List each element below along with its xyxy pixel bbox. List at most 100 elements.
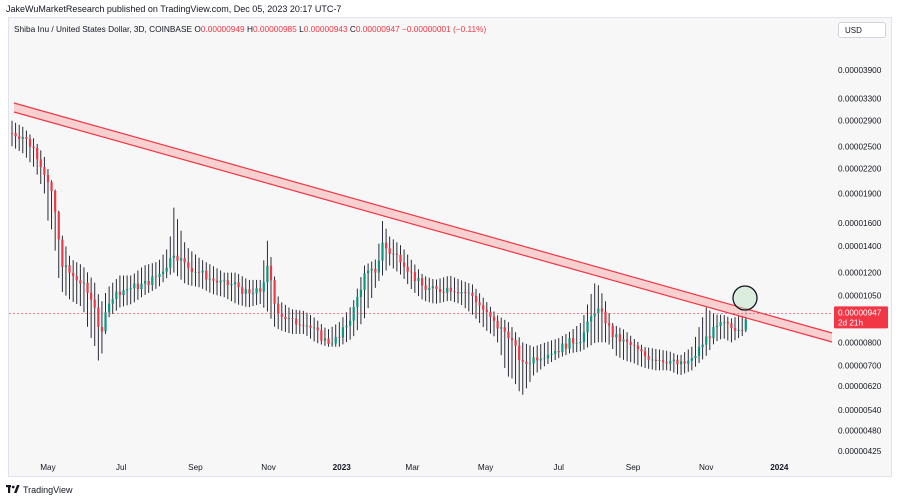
candle-body	[546, 354, 550, 359]
candle-body	[521, 359, 524, 362]
candle-body	[438, 288, 442, 292]
candle-body	[21, 137, 24, 139]
time-tick-label: 2023	[333, 463, 352, 472]
candle-body	[262, 282, 265, 292]
candle-body	[287, 318, 291, 319]
candle-body	[334, 336, 337, 344]
tradingview-footer: TradingView	[6, 484, 73, 496]
close-label: C	[349, 24, 356, 34]
candle-body	[420, 277, 424, 286]
candle-body	[690, 358, 693, 361]
candle-body	[367, 270, 370, 274]
candle-body	[744, 319, 747, 331]
price-tick-label: 0.00001050	[838, 292, 882, 301]
candle-body	[424, 285, 427, 290]
candle-body	[64, 265, 68, 267]
candle-body	[643, 351, 647, 357]
candle-body	[158, 274, 161, 278]
candle-body	[625, 339, 629, 342]
candle-body	[219, 280, 222, 283]
candle-body	[550, 353, 553, 355]
candle-body	[320, 330, 323, 341]
candle-body	[273, 280, 276, 304]
candle-body	[586, 321, 589, 333]
candle-body	[384, 242, 388, 249]
candle-body	[241, 287, 244, 294]
candle-body	[687, 360, 690, 364]
candle-body	[737, 329, 740, 331]
time-tick-label: Mar	[405, 463, 419, 472]
candle-body	[510, 338, 514, 341]
breakout-circle	[732, 285, 758, 311]
candle-body	[410, 271, 413, 273]
candle-body	[482, 305, 485, 310]
candle-body	[518, 345, 521, 360]
low-value: 0.00000943	[303, 24, 348, 34]
candle-body	[417, 277, 420, 282]
candle-body	[460, 291, 463, 294]
time-tick-label: May	[478, 463, 494, 472]
candle-body	[669, 360, 672, 364]
candle-body	[18, 136, 21, 139]
candle-body	[341, 327, 345, 338]
time-tick-label: 2024	[770, 463, 789, 472]
candle-body	[201, 270, 204, 273]
price-tick-label: 0.00001200	[838, 269, 882, 278]
candle-body	[269, 265, 273, 281]
candle-body	[582, 332, 586, 343]
candle-body	[86, 282, 89, 293]
candle-body	[435, 286, 438, 289]
candle-body	[705, 336, 708, 345]
candle-body	[615, 334, 618, 338]
candle-body	[456, 292, 460, 294]
price-tick-label: 0.00000620	[838, 382, 882, 391]
candle-body	[474, 295, 478, 303]
candle-body	[568, 338, 571, 349]
candle-body	[54, 191, 57, 213]
candle-body	[600, 308, 604, 312]
candle-body	[179, 258, 183, 261]
price-tick-label: 0.00000480	[838, 426, 882, 435]
candle-body	[215, 280, 219, 283]
candle-body	[309, 325, 312, 328]
candle-body	[50, 182, 53, 192]
breakout-highlight-circle	[732, 285, 758, 311]
candle-body	[708, 336, 711, 339]
candle-body	[194, 271, 197, 273]
candle-body	[453, 291, 456, 293]
candle-body	[280, 313, 283, 317]
candle-body	[266, 265, 269, 283]
candle-body	[611, 325, 614, 338]
candle-body	[525, 361, 528, 364]
price-tick-label: 0.00000540	[838, 406, 882, 415]
price-tick-label: 0.00001900	[838, 190, 882, 199]
candle-body	[169, 258, 172, 268]
candle-body	[349, 320, 352, 326]
price-tag-countdown: 2d 21h	[838, 318, 863, 327]
low-label: L	[299, 24, 304, 34]
candle-body	[694, 356, 697, 359]
candle-body	[61, 239, 64, 267]
high-value: 0.00000985	[252, 24, 297, 34]
candle-body	[496, 320, 499, 329]
candle-body	[676, 359, 679, 365]
candle-body	[14, 133, 17, 137]
price-tick-label: 0.00003300	[838, 95, 882, 104]
candle-body	[618, 334, 622, 342]
candle-body	[176, 255, 179, 261]
candle-body	[172, 255, 175, 259]
candle-body	[363, 273, 366, 290]
candle-body	[248, 289, 251, 294]
candle-body	[136, 283, 139, 290]
candle-body	[730, 323, 733, 329]
candle-body	[413, 272, 416, 282]
currency-selector[interactable]: USD	[838, 22, 886, 38]
candle-body	[305, 325, 309, 327]
candle-body	[629, 341, 632, 345]
high-label: H	[246, 24, 253, 34]
open-value: 0.00000949	[200, 24, 245, 34]
chart-pane[interactable]	[8, 17, 892, 477]
candle-body	[381, 242, 384, 261]
